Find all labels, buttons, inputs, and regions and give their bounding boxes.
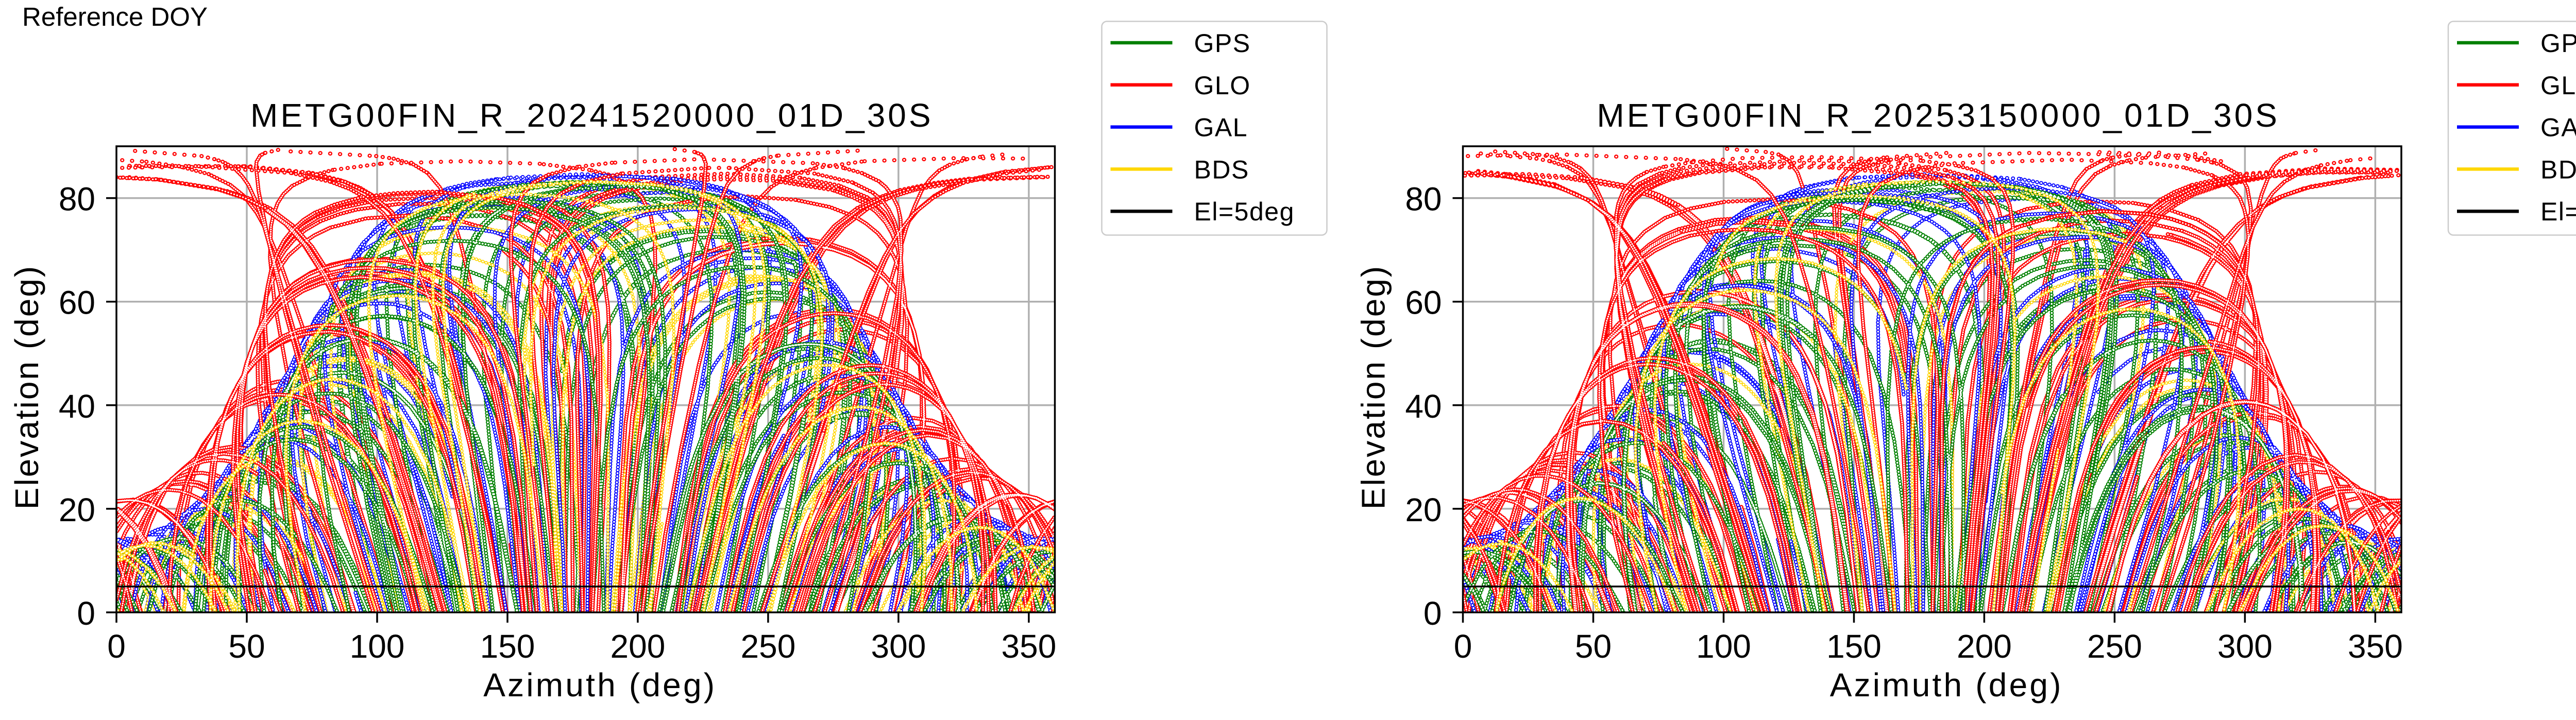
svg-text:BDS: BDS (1194, 155, 1249, 184)
svg-text:350: 350 (1002, 628, 1057, 665)
svg-text:El=5deg: El=5deg (2540, 197, 2576, 226)
svg-text:100: 100 (350, 628, 405, 665)
svg-text:GLO: GLO (2540, 71, 2576, 100)
svg-text:80: 80 (59, 181, 95, 218)
svg-text:60: 60 (59, 284, 95, 321)
svg-text:GPS: GPS (2540, 29, 2576, 58)
svg-text:150: 150 (1826, 628, 1882, 665)
svg-text:METG00FIN_R_20241520000_01D_30: METG00FIN_R_20241520000_01D_30S (250, 97, 934, 134)
svg-text:GLO: GLO (1194, 71, 1251, 100)
svg-text:GPS: GPS (1194, 29, 1251, 58)
svg-text:METG00FIN_R_20253150000_01D_30: METG00FIN_R_20253150000_01D_30S (1597, 97, 2280, 134)
svg-text:Reference DOY: Reference DOY (22, 2, 208, 31)
svg-text:150: 150 (480, 628, 535, 665)
svg-text:20: 20 (1405, 491, 1442, 528)
svg-text:200: 200 (1957, 628, 2012, 665)
svg-text:20: 20 (59, 491, 95, 528)
svg-text:250: 250 (2087, 628, 2142, 665)
svg-text:300: 300 (2217, 628, 2273, 665)
svg-text:350: 350 (2348, 628, 2403, 665)
svg-text:100: 100 (1696, 628, 1751, 665)
svg-text:Azimuth (deg): Azimuth (deg) (483, 666, 717, 704)
svg-text:BDS: BDS (2540, 155, 2576, 184)
svg-text:80: 80 (1405, 181, 1442, 218)
svg-text:El=5deg: El=5deg (1194, 197, 1295, 226)
svg-text:60: 60 (1405, 284, 1442, 321)
svg-text:300: 300 (871, 628, 926, 665)
svg-text:0: 0 (77, 595, 95, 632)
svg-text:Elevation (deg): Elevation (deg) (1355, 265, 1392, 509)
svg-text:250: 250 (741, 628, 796, 665)
svg-text:0: 0 (107, 628, 126, 665)
svg-text:50: 50 (1575, 628, 1612, 665)
svg-text:0: 0 (1454, 628, 1472, 665)
svg-text:GAL: GAL (1194, 113, 1248, 142)
svg-text:Azimuth (deg): Azimuth (deg) (1830, 666, 2063, 704)
svg-text:GAL: GAL (2540, 113, 2576, 142)
svg-text:200: 200 (611, 628, 666, 665)
svg-text:40: 40 (1405, 388, 1442, 425)
svg-text:Elevation (deg): Elevation (deg) (8, 265, 45, 509)
svg-text:0: 0 (1423, 595, 1442, 632)
svg-text:50: 50 (228, 628, 265, 665)
svg-text:40: 40 (59, 388, 95, 425)
